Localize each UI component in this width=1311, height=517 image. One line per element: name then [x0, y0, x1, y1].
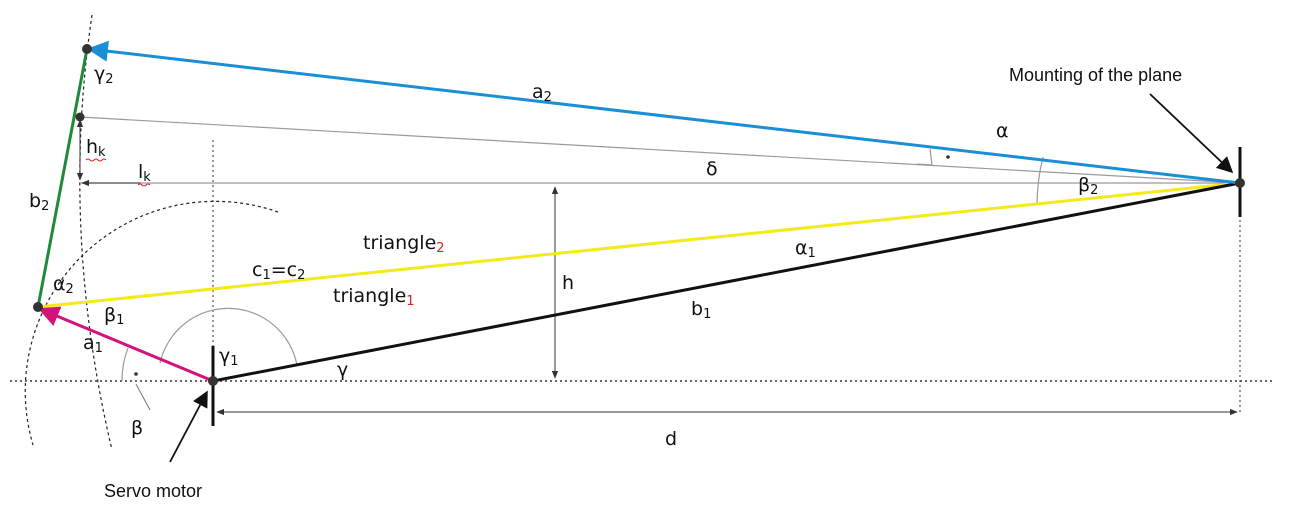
right-angle-dot-alpha	[946, 155, 950, 159]
hk-spellcheck-squiggle	[85, 158, 107, 162]
beta-angle-arc	[121, 347, 129, 382]
b1-label: b1	[691, 298, 711, 322]
alpha-label: α	[996, 120, 1009, 142]
c-yellow-line	[37, 181, 1241, 309]
a2-label: a2	[532, 81, 552, 105]
c1-equals-c2-label: c1=c2	[252, 259, 305, 283]
a2-blue-arrow	[86, 40, 1241, 185]
hk-label: hk	[86, 136, 106, 160]
beta-leader	[135, 383, 151, 411]
b1-black-line	[212, 181, 1241, 383]
gamma-label: γ	[337, 359, 348, 381]
servo-motor-label: Servo motor	[104, 481, 202, 501]
alpha1-label: α1	[795, 237, 816, 261]
gamma1-label: γ1	[219, 345, 239, 369]
alpha-angle-arc	[916, 148, 933, 166]
point-servo	[208, 376, 218, 386]
reference-line-upper	[79, 116, 1241, 184]
mounting-label: Mounting of the plane	[1009, 65, 1182, 85]
beta-label: β	[131, 417, 143, 439]
servo-pointer-arrow	[169, 390, 208, 463]
inner-dotted-arc	[79, 14, 113, 451]
h-label: h	[562, 272, 574, 294]
beta1-label: β1	[104, 304, 124, 328]
d-label: d	[665, 428, 677, 450]
a1-magenta-arrow	[38, 306, 214, 383]
right-angle-dot-beta	[134, 372, 138, 376]
alpha2-label: α2	[53, 273, 74, 297]
point-top-left	[82, 44, 92, 54]
gamma1-angle-arc	[159, 307, 298, 366]
triangle2-label: triangle2	[363, 232, 445, 256]
point-hk-top	[75, 112, 85, 122]
triangle1-label: triangle1	[333, 285, 415, 309]
lk-label: lk	[138, 161, 151, 185]
b2-green-line	[36, 48, 89, 308]
gamma2-label: γ2	[94, 63, 114, 87]
lk-spellcheck-squiggle	[137, 183, 151, 187]
delta-label: δ	[706, 158, 718, 180]
beta2-label: β2	[1078, 174, 1098, 198]
outer-dotted-arc	[24, 200, 279, 446]
point-mount	[1235, 178, 1245, 188]
beta2-angle-arc	[1036, 156, 1044, 206]
a1-label: a1	[83, 332, 103, 356]
b2-label: b2	[29, 190, 49, 214]
mount-pointer-arrow	[1149, 93, 1234, 174]
point-lower-left	[33, 302, 43, 312]
